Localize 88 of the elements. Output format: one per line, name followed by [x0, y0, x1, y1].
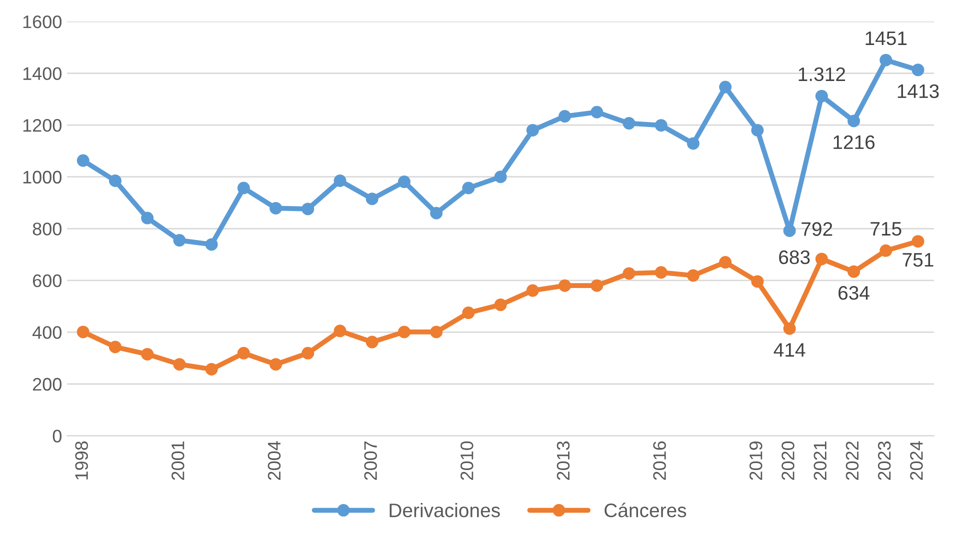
point — [237, 346, 250, 360]
x-tick-label: 2023 — [878, 441, 891, 480]
x-tick-label: 2022 — [846, 442, 859, 480]
point — [751, 275, 764, 288]
point — [76, 154, 90, 167]
point — [334, 174, 346, 187]
point — [462, 182, 475, 194]
point — [622, 267, 636, 280]
point — [398, 326, 410, 338]
x-tick-label: 2020 — [782, 441, 794, 480]
point — [686, 137, 700, 150]
point — [398, 176, 410, 188]
x-tick-label: 2024 — [910, 441, 923, 480]
x-tick-label: 2016 — [653, 441, 666, 480]
point — [880, 244, 892, 257]
point — [366, 192, 378, 206]
point — [141, 212, 154, 224]
x-tick-label: 2007 — [364, 442, 377, 480]
data-label: 414 — [774, 343, 806, 357]
x-tick-label: 2001 — [172, 442, 184, 480]
point — [270, 202, 282, 214]
data-label: 792 — [802, 222, 832, 236]
y-tick-label: 200 — [32, 378, 62, 391]
data-label: 683 — [779, 250, 810, 264]
point — [76, 326, 90, 338]
point — [430, 206, 443, 220]
data-label: 1216 — [834, 135, 875, 150]
point — [173, 234, 186, 247]
point — [205, 238, 218, 251]
data-label: 1.312 — [798, 67, 846, 82]
x-tick-label: 1998 — [75, 441, 88, 480]
point — [302, 202, 314, 216]
x-tick-label: 2013 — [556, 441, 570, 480]
data-label: 1451 — [866, 32, 907, 46]
point — [848, 114, 860, 128]
x-tick-label: 2010 — [460, 441, 474, 480]
point — [654, 266, 668, 279]
point — [108, 174, 122, 187]
point — [334, 324, 346, 338]
point — [141, 348, 154, 360]
point — [205, 362, 218, 376]
x-tick-label: 2004 — [268, 441, 281, 480]
point — [430, 326, 443, 338]
point — [590, 279, 604, 292]
point — [783, 322, 796, 335]
point — [302, 346, 314, 360]
point — [494, 298, 507, 312]
point — [654, 119, 668, 132]
point — [912, 235, 924, 248]
x-tick-label: 2021 — [814, 442, 827, 480]
point — [558, 110, 572, 123]
point — [686, 269, 700, 282]
point — [622, 117, 636, 130]
y-tick-label: 0 — [52, 430, 62, 442]
point — [590, 106, 604, 118]
point — [880, 54, 892, 66]
point — [108, 340, 122, 354]
legend-label: Cánceres — [604, 502, 686, 518]
point — [526, 124, 539, 137]
y-tick-label: 1200 — [23, 119, 62, 132]
point — [237, 182, 250, 194]
point — [912, 64, 924, 76]
point — [526, 284, 539, 297]
point — [815, 90, 828, 102]
data-label: 634 — [838, 286, 870, 300]
point — [462, 306, 475, 320]
data-label: 1413 — [898, 84, 939, 98]
point — [558, 279, 572, 292]
y-tick-label: 800 — [32, 222, 62, 236]
data-label: 715 — [870, 222, 902, 236]
x-tick-label: 2019 — [750, 441, 762, 480]
point — [751, 124, 764, 137]
point — [270, 358, 282, 371]
point — [848, 265, 860, 278]
y-tick-label: 1400 — [23, 67, 62, 80]
point — [815, 252, 828, 266]
y-tick-label: 1000 — [23, 170, 62, 184]
y-tick-label: 400 — [32, 326, 62, 339]
point — [366, 336, 378, 348]
point — [719, 256, 732, 269]
point — [494, 170, 507, 184]
y-tick-label: 600 — [32, 274, 62, 288]
point — [783, 224, 796, 237]
legend-label: Derivaciones — [390, 502, 500, 518]
point — [719, 80, 732, 94]
point — [173, 358, 186, 371]
data-label: 751 — [902, 253, 934, 267]
y-tick-label: 1600 — [23, 15, 62, 28]
